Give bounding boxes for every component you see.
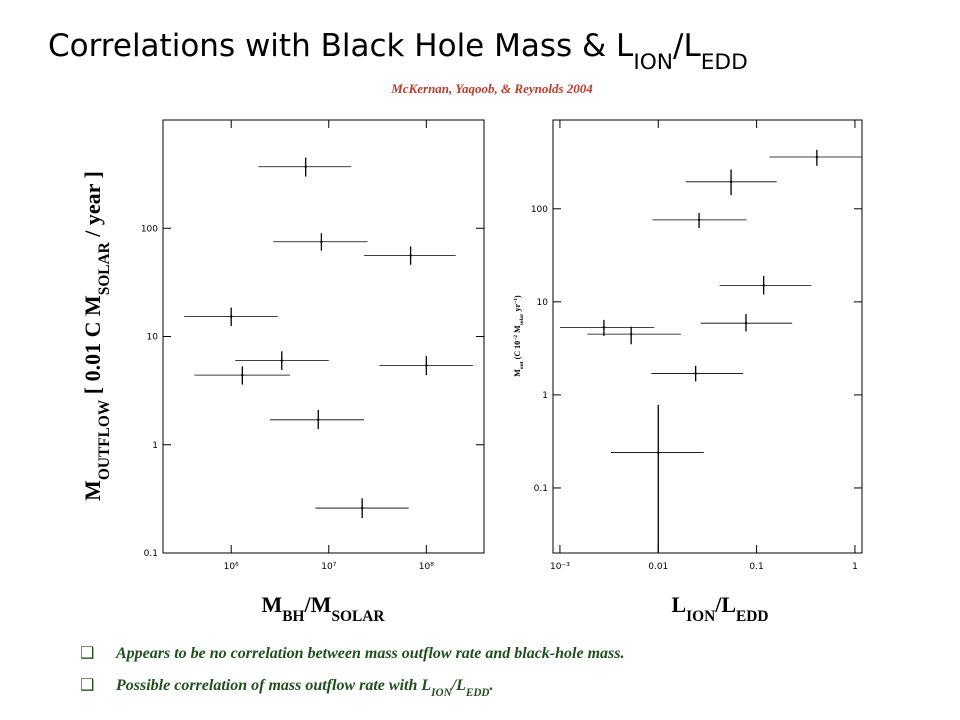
plot-frame <box>162 119 485 554</box>
x-tick-label: 0.01 <box>648 562 668 572</box>
text-part: SOLAR <box>96 241 113 295</box>
x-tick-label: 10⁸ <box>419 562 434 572</box>
text-part: Possible correlation of mass outflow rat… <box>115 677 431 694</box>
plot-frame <box>552 119 863 554</box>
text-part: EDD <box>736 608 769 625</box>
y-tick-label: 10 <box>537 298 549 308</box>
text-part: . <box>490 677 494 694</box>
point <box>241 373 244 377</box>
point <box>744 321 748 325</box>
text-part: M <box>513 369 522 377</box>
text-part: yr <box>513 304 522 314</box>
point <box>304 165 307 168</box>
text-part: L <box>671 592 686 617</box>
bullet-marker: ❑ <box>80 643 94 662</box>
text-part: ION <box>686 608 715 625</box>
text-part: Appears to be no correlation between mas… <box>115 645 624 662</box>
x-tick-label: 10⁻³ <box>550 562 570 572</box>
point <box>602 326 606 329</box>
y-tick-label: 10 <box>147 333 159 343</box>
text-part: /L <box>673 28 701 64</box>
citation: McKernan, Yaqoob, & Reynolds 2004 <box>390 81 593 96</box>
point <box>360 506 364 510</box>
point <box>694 372 697 375</box>
text-part: [ 0.01 C M <box>80 295 105 400</box>
text-part: / year ] <box>80 171 105 242</box>
point <box>280 359 283 362</box>
text-part: /L <box>451 677 466 694</box>
y-tick-label: 0.1 <box>534 484 548 494</box>
text-part: ION <box>430 687 452 699</box>
text-part: −2 <box>513 335 519 341</box>
point <box>697 218 701 222</box>
y-tick-label: 100 <box>141 224 158 234</box>
point <box>762 284 765 287</box>
point <box>317 418 320 422</box>
point <box>229 315 233 318</box>
text-part: out <box>519 361 525 369</box>
points <box>184 157 473 519</box>
x-tick-label: 1 <box>852 562 858 572</box>
point <box>657 451 660 454</box>
bullet-text: Appears to be no correlation between mas… <box>115 645 624 662</box>
text-part: M <box>80 480 105 501</box>
text-part: Correlations with Black Hole Mass & L <box>48 28 634 64</box>
x-axis-label: LION/LEDD <box>671 592 768 625</box>
text-part: ION <box>633 50 673 75</box>
text-part: OUTFLOW <box>96 399 113 480</box>
point <box>425 364 428 367</box>
point <box>815 155 819 159</box>
x-tick-label: 0.1 <box>749 562 763 572</box>
y-tick-label: 100 <box>531 205 548 215</box>
x-tick-label: 10⁶ <box>224 562 239 572</box>
text-part: (C 10 <box>513 341 522 361</box>
bullet-text: Possible correlation of mass outflow rat… <box>115 677 494 699</box>
y-axis-label: MOUTFLOW [ 0.01 C MSOLAR / year ] <box>80 171 113 501</box>
point <box>729 180 733 184</box>
text-part: BH <box>282 608 304 625</box>
text-part: M <box>513 325 522 335</box>
text-part: SOLAR <box>331 608 385 625</box>
text-part: solar <box>519 313 525 325</box>
text-part: /L <box>714 592 736 617</box>
point <box>409 254 412 257</box>
text-part: EDD <box>465 687 490 699</box>
bullet-marker: ❑ <box>80 675 94 694</box>
points <box>559 149 862 553</box>
slide-title: Correlations with Black Hole Mass & LION… <box>48 28 748 75</box>
x-axis-label: MBH/MSOLAR <box>262 592 386 625</box>
text-part: ) <box>513 295 522 298</box>
y-axis-label: Mout (C 10−2 Msolar yr−1) <box>513 295 525 377</box>
text-part: −1 <box>513 298 519 304</box>
point <box>629 332 633 336</box>
text-part: M <box>262 592 283 617</box>
y-tick-label: 1 <box>152 441 158 451</box>
y-tick-label: 1 <box>542 391 548 401</box>
text-part: /M <box>304 592 332 617</box>
point <box>320 240 323 243</box>
x-tick-label: 10⁷ <box>321 562 336 572</box>
y-tick-label: 0.1 <box>144 549 158 559</box>
text-part: EDD <box>701 50 748 75</box>
